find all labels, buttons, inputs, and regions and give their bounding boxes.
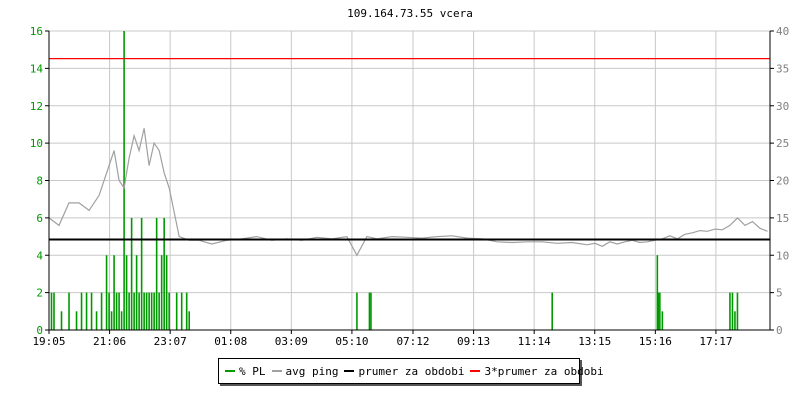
y-left-tick-label: 16 xyxy=(30,25,43,38)
y-left-tick-label: 4 xyxy=(36,249,43,262)
x-tick-label: 01:08 xyxy=(214,335,247,348)
packet-loss-series xyxy=(50,31,739,330)
legend-label: avg ping xyxy=(285,364,339,378)
y-right-tick-label: 35 xyxy=(776,62,789,75)
y-left-tick-label: 8 xyxy=(36,175,43,188)
x-tick-label: 05:10 xyxy=(335,335,368,348)
y-left-tick-label: 6 xyxy=(36,212,43,225)
y-right-tick-label: 15 xyxy=(776,212,789,225)
x-tick-label: 19:05 xyxy=(32,335,65,348)
x-tick-label: 15:16 xyxy=(639,335,672,348)
y-left-tick-label: 10 xyxy=(30,137,43,150)
y-right-tick-label: 25 xyxy=(776,137,789,150)
y-left-tick-label: 0 xyxy=(36,324,43,337)
legend-swatch xyxy=(271,370,282,372)
y-right-tick-label: 5 xyxy=(776,287,783,300)
reference-lines xyxy=(49,58,770,241)
x-tick-label: 17:17 xyxy=(699,335,732,348)
x-tick-label: 07:12 xyxy=(396,335,429,348)
legend: % PL avg ping prumer za obdobi 3*prumer … xyxy=(218,358,604,384)
y-right-tick-label: 20 xyxy=(776,175,789,188)
legend-label: 3*prumer za obdobi xyxy=(484,364,604,378)
grid xyxy=(48,30,770,331)
x-tick-label: 11:14 xyxy=(518,335,551,348)
x-tick-label: 13:15 xyxy=(578,335,611,348)
x-tick-label: 23:07 xyxy=(154,335,187,348)
legend-item-triple-average: 3*prumer za obdobi xyxy=(470,364,604,378)
y-right-tick-label: 40 xyxy=(776,25,789,38)
x-tick-label: 21:06 xyxy=(93,335,126,348)
y-right-tick-label: 0 xyxy=(776,324,783,337)
legend-item-average: prumer za obdobi xyxy=(344,365,464,378)
legend-item-avg-ping: avg ping xyxy=(271,364,339,378)
y-left-tick-label: 12 xyxy=(30,100,43,113)
legend-item-packet-loss: % PL xyxy=(225,365,266,378)
chart-title: 109.164.73.55 vcera xyxy=(347,7,473,20)
legend-swatch xyxy=(344,370,355,372)
y-left-tick-label: 2 xyxy=(36,287,43,300)
y-left-tick-label: 14 xyxy=(30,62,44,75)
y-right-tick-label: 30 xyxy=(776,100,789,113)
legend-label: prumer za obdobi xyxy=(358,364,465,378)
legend-label: % PL xyxy=(239,364,266,378)
legend-swatch xyxy=(225,370,235,372)
x-tick-label: 03:09 xyxy=(275,335,308,348)
legend-swatch xyxy=(470,370,481,372)
axes xyxy=(45,30,774,334)
y-right-tick-label: 10 xyxy=(776,249,789,262)
x-tick-label: 09:13 xyxy=(457,335,490,348)
